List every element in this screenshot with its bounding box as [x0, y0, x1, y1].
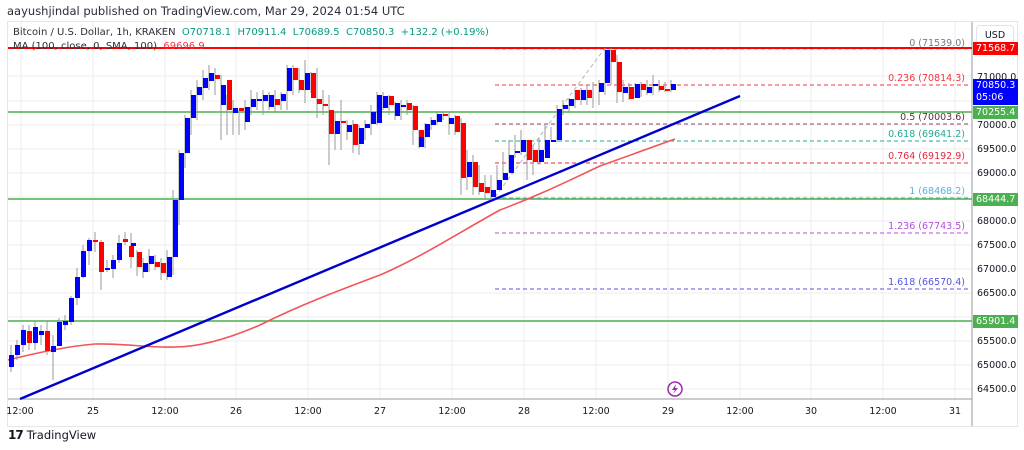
- last-price: 70850.3: [976, 80, 1016, 91]
- fib-label-0: 0 (71539.0): [909, 38, 965, 49]
- last-price-tag: 70850.3 05:06: [973, 79, 1019, 105]
- published-line: aayushjindal published on TradingView.co…: [7, 4, 405, 18]
- time-tick: 31: [949, 406, 961, 417]
- change-value: +132.2 (+0.19%): [400, 27, 489, 38]
- ma-value: 69696.9: [163, 41, 205, 52]
- bar-countdown: 05:06: [976, 92, 1004, 103]
- fib-label-1236: 1.236 (67743.5): [888, 221, 965, 232]
- time-tick: 12:00: [294, 406, 321, 417]
- price-tick: 65000.0: [977, 360, 1016, 371]
- bull-candles: [9, 50, 676, 367]
- time-tick: 25: [87, 406, 99, 417]
- time-tick: 12:00: [869, 406, 896, 417]
- bear-candles: [27, 50, 670, 351]
- price-tick: 68000.0: [977, 216, 1016, 227]
- line-price-tag-68444: 68444.7: [973, 193, 1019, 206]
- time-tick: 29: [662, 406, 674, 417]
- price-tick: 66500.0: [977, 288, 1016, 299]
- low-value: L70689.5: [292, 27, 340, 38]
- time-axis-ticks: 12:00 25 12:00 26 12:00 27 12:00 28 12:0…: [6, 406, 961, 417]
- open-value: O70718.1: [181, 27, 232, 38]
- trendline[interactable]: [19, 94, 741, 401]
- price-axis-ticks: 71000.0 70500.0 70000.0 69500.0 69000.0 …: [977, 72, 1016, 395]
- line-price-tag-70255: 70255.4: [973, 106, 1019, 119]
- time-tick: 12:00: [582, 406, 609, 417]
- price-tick: 69000.0: [977, 168, 1016, 179]
- price-tick: 65500.0: [977, 336, 1016, 347]
- price-tick: 67500.0: [977, 240, 1016, 251]
- chart-frame: [7, 21, 1018, 427]
- fib-labels: 0 (71539.0) 0.236 (70814.3) 0.5 (70003.6…: [888, 38, 965, 288]
- fib-label-0764: 0.764 (69192.9): [888, 151, 965, 162]
- ma-legend[interactable]: MA (100, close, 0, SMA, 100) 69696.9: [13, 41, 205, 52]
- price-tick: 67000.0: [977, 264, 1016, 275]
- time-tick: 12:00: [151, 406, 178, 417]
- footer-brand[interactable]: 17 TradingView: [8, 428, 96, 442]
- fib-label-0618: 0.618 (69641.2): [888, 129, 965, 140]
- tradingview-logo-icon: 17: [8, 428, 24, 442]
- line-price-tag-65901: 65901.4: [973, 315, 1019, 328]
- time-tick: 12:00: [438, 406, 465, 417]
- fib-label-05: 0.5 (70003.6): [900, 112, 965, 123]
- time-tick: 12:00: [6, 406, 33, 417]
- time-tick: 27: [374, 406, 386, 417]
- price-tick: 70000.0: [977, 120, 1016, 131]
- lightning-event-icon[interactable]: [667, 381, 683, 397]
- symbol-name: Bitcoin / U.S. Dollar, 1h, KRAKEN: [13, 27, 176, 38]
- candles: [9, 48, 676, 380]
- time-tick: 12:00: [726, 406, 753, 417]
- time-tick: 28: [518, 406, 530, 417]
- fib-label-0236: 0.236 (70814.3): [888, 73, 965, 84]
- symbol-legend: Bitcoin / U.S. Dollar, 1h, KRAKEN O70718…: [13, 27, 489, 38]
- close-value: C70850.3: [346, 27, 395, 38]
- time-tick: 30: [805, 406, 817, 417]
- resistance-price-tag: 71568.7: [973, 42, 1019, 55]
- time-tick: 26: [230, 406, 242, 417]
- fib-label-1618: 1.618 (66570.4): [888, 277, 965, 288]
- high-value: H70911.4: [237, 27, 287, 38]
- price-tick: 64500.0: [977, 384, 1016, 395]
- price-tick: 71000.0: [977, 72, 1016, 83]
- ma-line[interactable]: [7, 138, 676, 361]
- brand-name: TradingView: [26, 428, 97, 442]
- price-tick: 69500.0: [977, 144, 1016, 155]
- ma-label: MA (100, close, 0, SMA, 100): [13, 41, 157, 52]
- fib-label-1: 1 (68468.2): [909, 186, 965, 197]
